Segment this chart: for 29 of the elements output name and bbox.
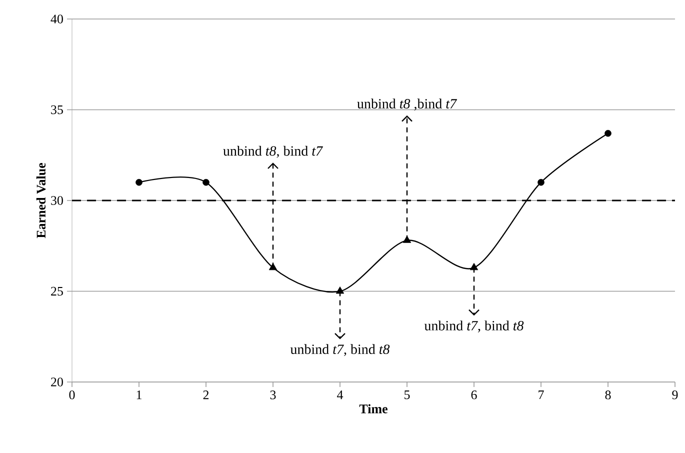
annotation: unbind t8 ,bind t7 [357,98,458,110]
x-tick-label: 2 [203,390,209,400]
y-axis-title: Earned Value [36,162,46,238]
x-tick-label: 5 [404,390,410,400]
x-tick-label: 1 [136,390,142,400]
point [402,236,412,243]
x-tick-label: 4 [337,390,344,400]
annotation: unbind t7, bind t8 [424,320,524,332]
x-axis-title: Time [359,404,388,414]
point [268,262,278,270]
x-tick-label: 7 [538,390,544,400]
y-tick-label: 20 [51,378,63,386]
point [202,178,210,186]
x-tick-label: 9 [672,390,678,400]
x-tick-label: 6 [471,390,477,400]
annotation: unbind t8, bind t7 [223,146,324,158]
point [604,130,612,137]
point [136,178,142,186]
point [336,286,344,294]
y-tick-label: 30 [51,196,63,205]
annotation: unbind t7, bind t8 [290,344,390,356]
x-tick-label: 3 [270,390,276,400]
y-tick-label: 25 [51,286,63,296]
x-tick-label: 8 [605,390,611,400]
point [470,262,478,270]
y-tick-label: 40 [50,14,63,24]
x-tick-label: 0 [69,390,75,400]
point [538,178,544,186]
y-tick-label: 35 [51,105,63,114]
